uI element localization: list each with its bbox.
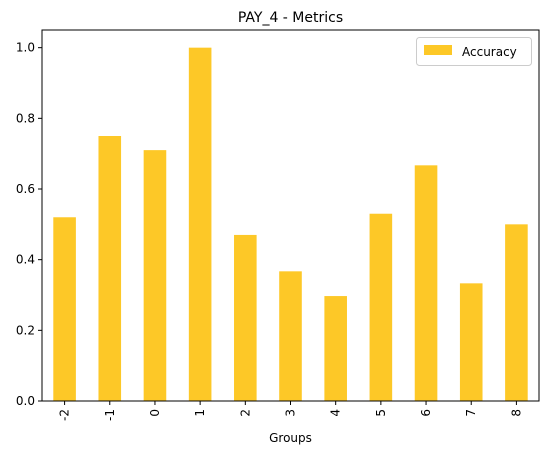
y-tick-label: 0.8: [16, 111, 35, 125]
bar: [143, 150, 167, 401]
y-tick-label: 0.2: [16, 323, 35, 337]
x-tick-label: -2: [58, 409, 72, 421]
bar: [369, 213, 393, 401]
bar-series: [53, 47, 528, 402]
bar: [234, 234, 257, 401]
x-axis-label: Groups: [269, 431, 312, 445]
bar: [505, 224, 528, 401]
legend-swatch: [424, 45, 452, 55]
y-axis-ticks: 0.0 0.2 0.4 0.6 0.8 1.0: [16, 41, 42, 408]
bar: [188, 47, 212, 402]
x-tick-label: 0: [148, 409, 162, 417]
y-tick-label: 0.4: [16, 253, 35, 267]
x-tick-label: 1: [193, 409, 207, 417]
legend: Accuracy: [416, 37, 532, 66]
bar: [53, 217, 76, 401]
x-tick-label: 3: [284, 409, 298, 417]
bar: [98, 136, 122, 401]
legend-frame: [416, 37, 532, 66]
x-tick-label: 2: [238, 409, 252, 417]
x-tick-label: 4: [329, 409, 343, 417]
x-tick-label: -1: [103, 409, 117, 421]
bar: [414, 165, 438, 401]
bar: [324, 296, 347, 401]
y-tick-label: 0.0: [16, 394, 35, 408]
x-tick-label: 5: [374, 409, 388, 417]
y-tick-label: 1.0: [16, 41, 35, 55]
x-tick-label: 6: [419, 409, 433, 417]
bar: [279, 271, 302, 401]
legend-label: Accuracy: [462, 45, 517, 59]
bar: [459, 283, 483, 401]
x-axis-ticks: -2 -1 0 1 2 3 4 5 6 7 8: [58, 401, 523, 421]
plot-area-frame: [41, 29, 540, 402]
x-tick-label: 8: [509, 409, 523, 417]
x-tick-label: 7: [464, 409, 478, 417]
chart-title: PAY_4 - Metrics: [238, 10, 343, 26]
y-tick-label: 0.6: [16, 182, 35, 196]
